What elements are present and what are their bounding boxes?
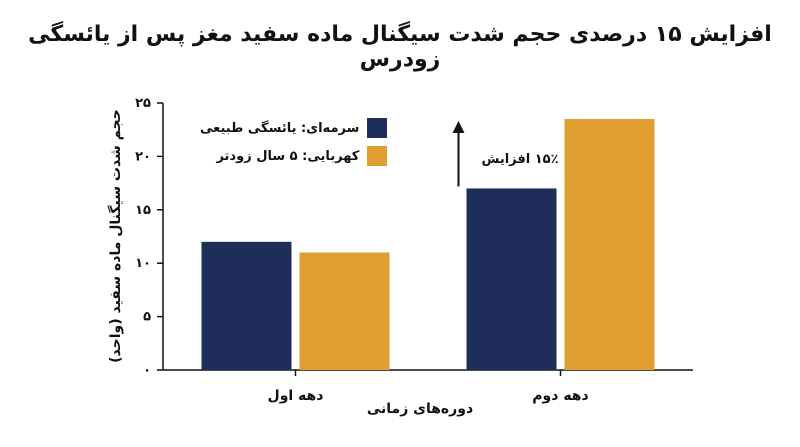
legend: سرمه‌ای: یائسگی طبیعی کهربایی: ۵ سال زود… [200, 116, 388, 172]
legend-swatch-amber [367, 146, 388, 166]
legend-label-early: کهربایی: ۵ سال زودتر [216, 148, 360, 164]
y-tick-label: ۲۰ [135, 149, 151, 164]
annotation-arrow-head [452, 121, 465, 134]
x-tick-label: دهه اول [268, 388, 324, 404]
y-tick-label: ۵ [143, 310, 151, 325]
legend-item-early: کهربایی: ۵ سال زودتر [200, 144, 388, 168]
chart-title: افزایش ۱۵ درصدی حجم شدت سیگنال ماده سفید… [28, 22, 772, 72]
y-tick-label: ۰ [143, 363, 151, 378]
bar-early [299, 252, 390, 370]
y-axis-label: حجم شدت سیگنال ماده سفید (واحد) [108, 109, 124, 363]
x-tick-label: دهه دوم [532, 388, 588, 404]
x-axis-label: دوره‌های زمانی [366, 401, 474, 417]
bar-early [564, 119, 655, 371]
bar-natural [201, 241, 292, 370]
bar-natural [466, 188, 557, 370]
increase-annotation: ۱۵٪ افزایش [481, 152, 559, 167]
y-tick-label: ۲۵ [135, 96, 151, 111]
legend-item-natural: سرمه‌ای: یائسگی طبیعی [200, 116, 388, 140]
legend-label-natural: سرمه‌ای: یائسگی طبیعی [200, 120, 360, 136]
legend-swatch-navy [367, 118, 388, 138]
y-tick-label: ۱۰ [135, 256, 151, 271]
y-tick-label: ۱۵ [135, 203, 151, 218]
